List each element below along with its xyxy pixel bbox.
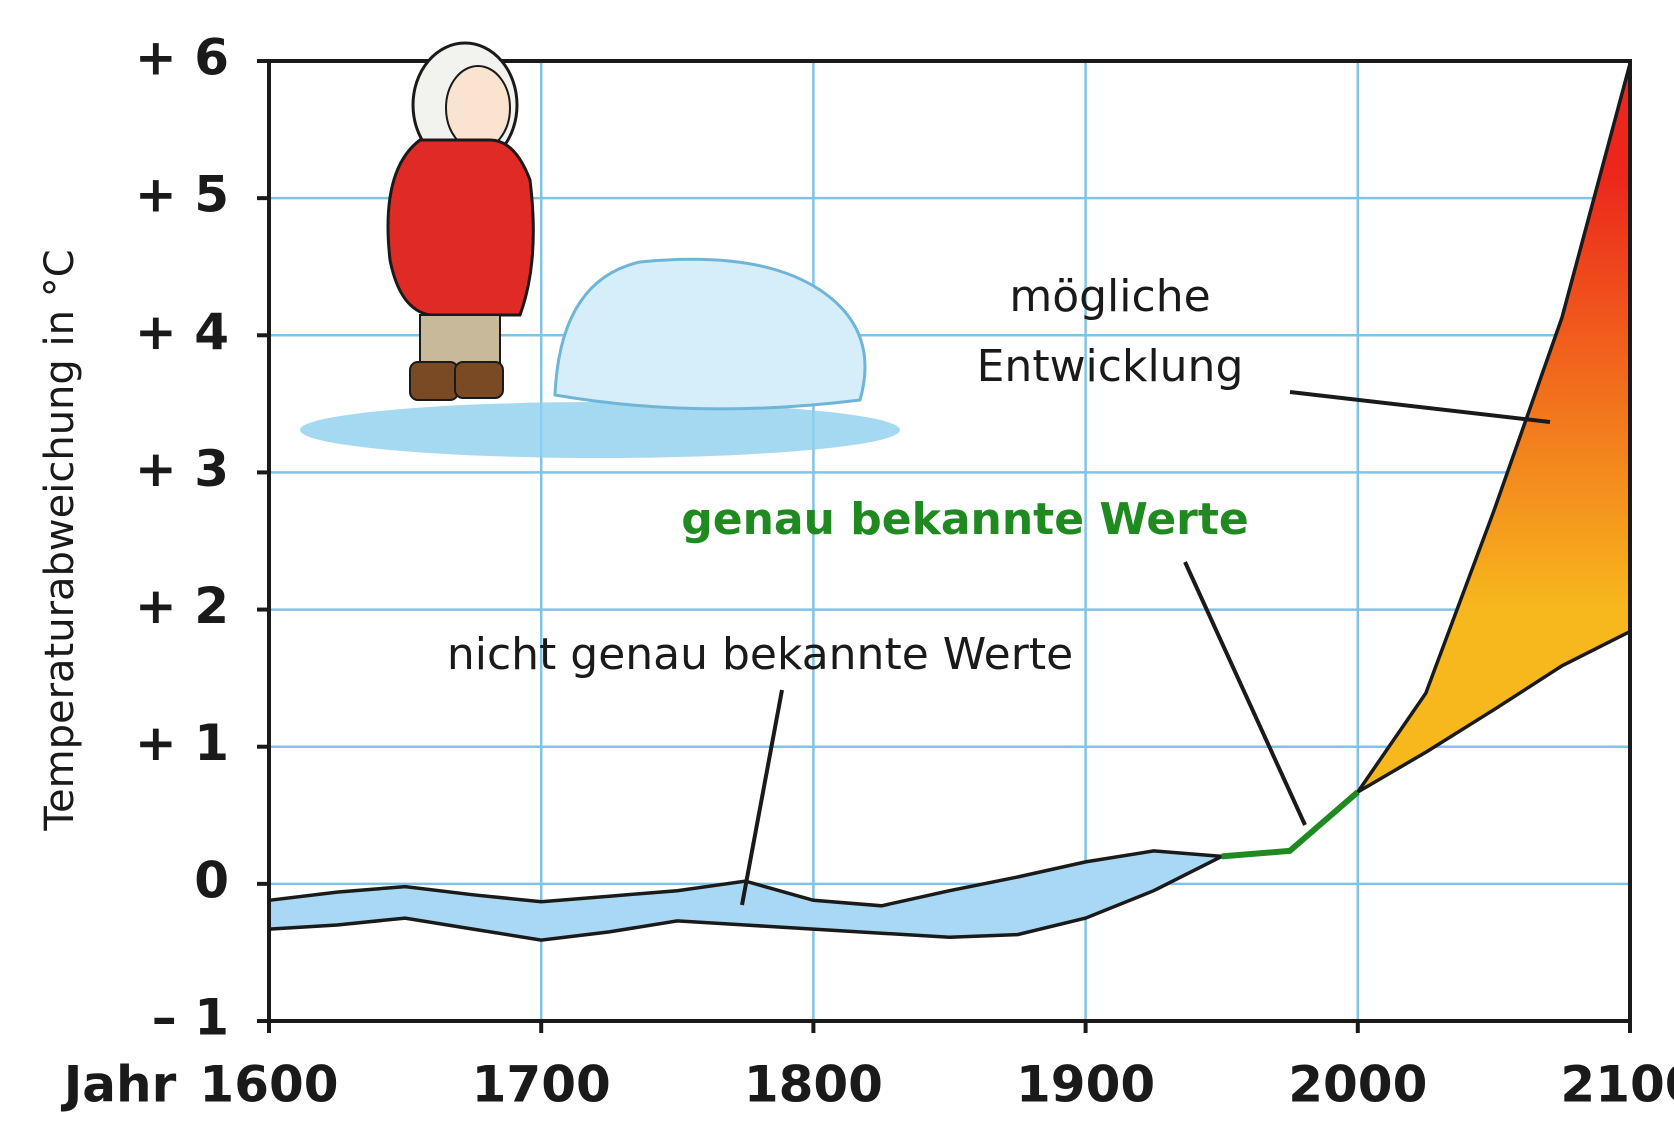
- annotation: genau bekannte Werte: [681, 494, 1249, 545]
- x-tick-label: 2100: [1560, 1056, 1674, 1114]
- y-tick-label: + 4: [135, 303, 229, 361]
- face: [445, 65, 511, 151]
- boot: [454, 361, 504, 399]
- area-band: [1357, 63, 1630, 792]
- plot-frame: [267, 59, 1632, 1023]
- leader-line: [1183, 561, 1307, 826]
- x-tick-label: 1700: [472, 1056, 611, 1114]
- y-tick-label: + 6: [135, 29, 229, 87]
- y-tick-label: + 2: [135, 577, 229, 635]
- y-axis-label: Temperaturabweichung in °C: [37, 249, 83, 831]
- illustration: [300, 41, 900, 458]
- x-tick-label: 1900: [1016, 1056, 1155, 1114]
- measured-line: [1221, 789, 1360, 860]
- annotation: nicht genau bekannte Werte: [446, 629, 1074, 680]
- puddle: [300, 402, 900, 458]
- lower-line: [268, 854, 1223, 942]
- lower-line: [1356, 629, 1631, 794]
- x-tick-label: 1600: [199, 1056, 338, 1114]
- y-tick-label: – 1: [152, 989, 229, 1047]
- y-tick-label: + 1: [135, 714, 229, 772]
- annotation: mögliche Entwicklung: [976, 271, 1244, 393]
- upper-line: [1356, 63, 1632, 793]
- y-tick-label: + 3: [135, 440, 229, 498]
- coat: [386, 138, 535, 317]
- ice-block: [553, 257, 867, 411]
- leader-line: [740, 689, 784, 906]
- trousers: [419, 314, 501, 366]
- leader-line: [1289, 390, 1551, 424]
- y-tick-label: 0: [194, 851, 229, 909]
- boot: [409, 361, 459, 401]
- x-tick-label: 2000: [1288, 1056, 1427, 1114]
- x-axis-label: Jahr: [61, 1056, 177, 1114]
- y-tick-label: + 5: [135, 166, 229, 224]
- x-tick-label: 1800: [744, 1056, 883, 1114]
